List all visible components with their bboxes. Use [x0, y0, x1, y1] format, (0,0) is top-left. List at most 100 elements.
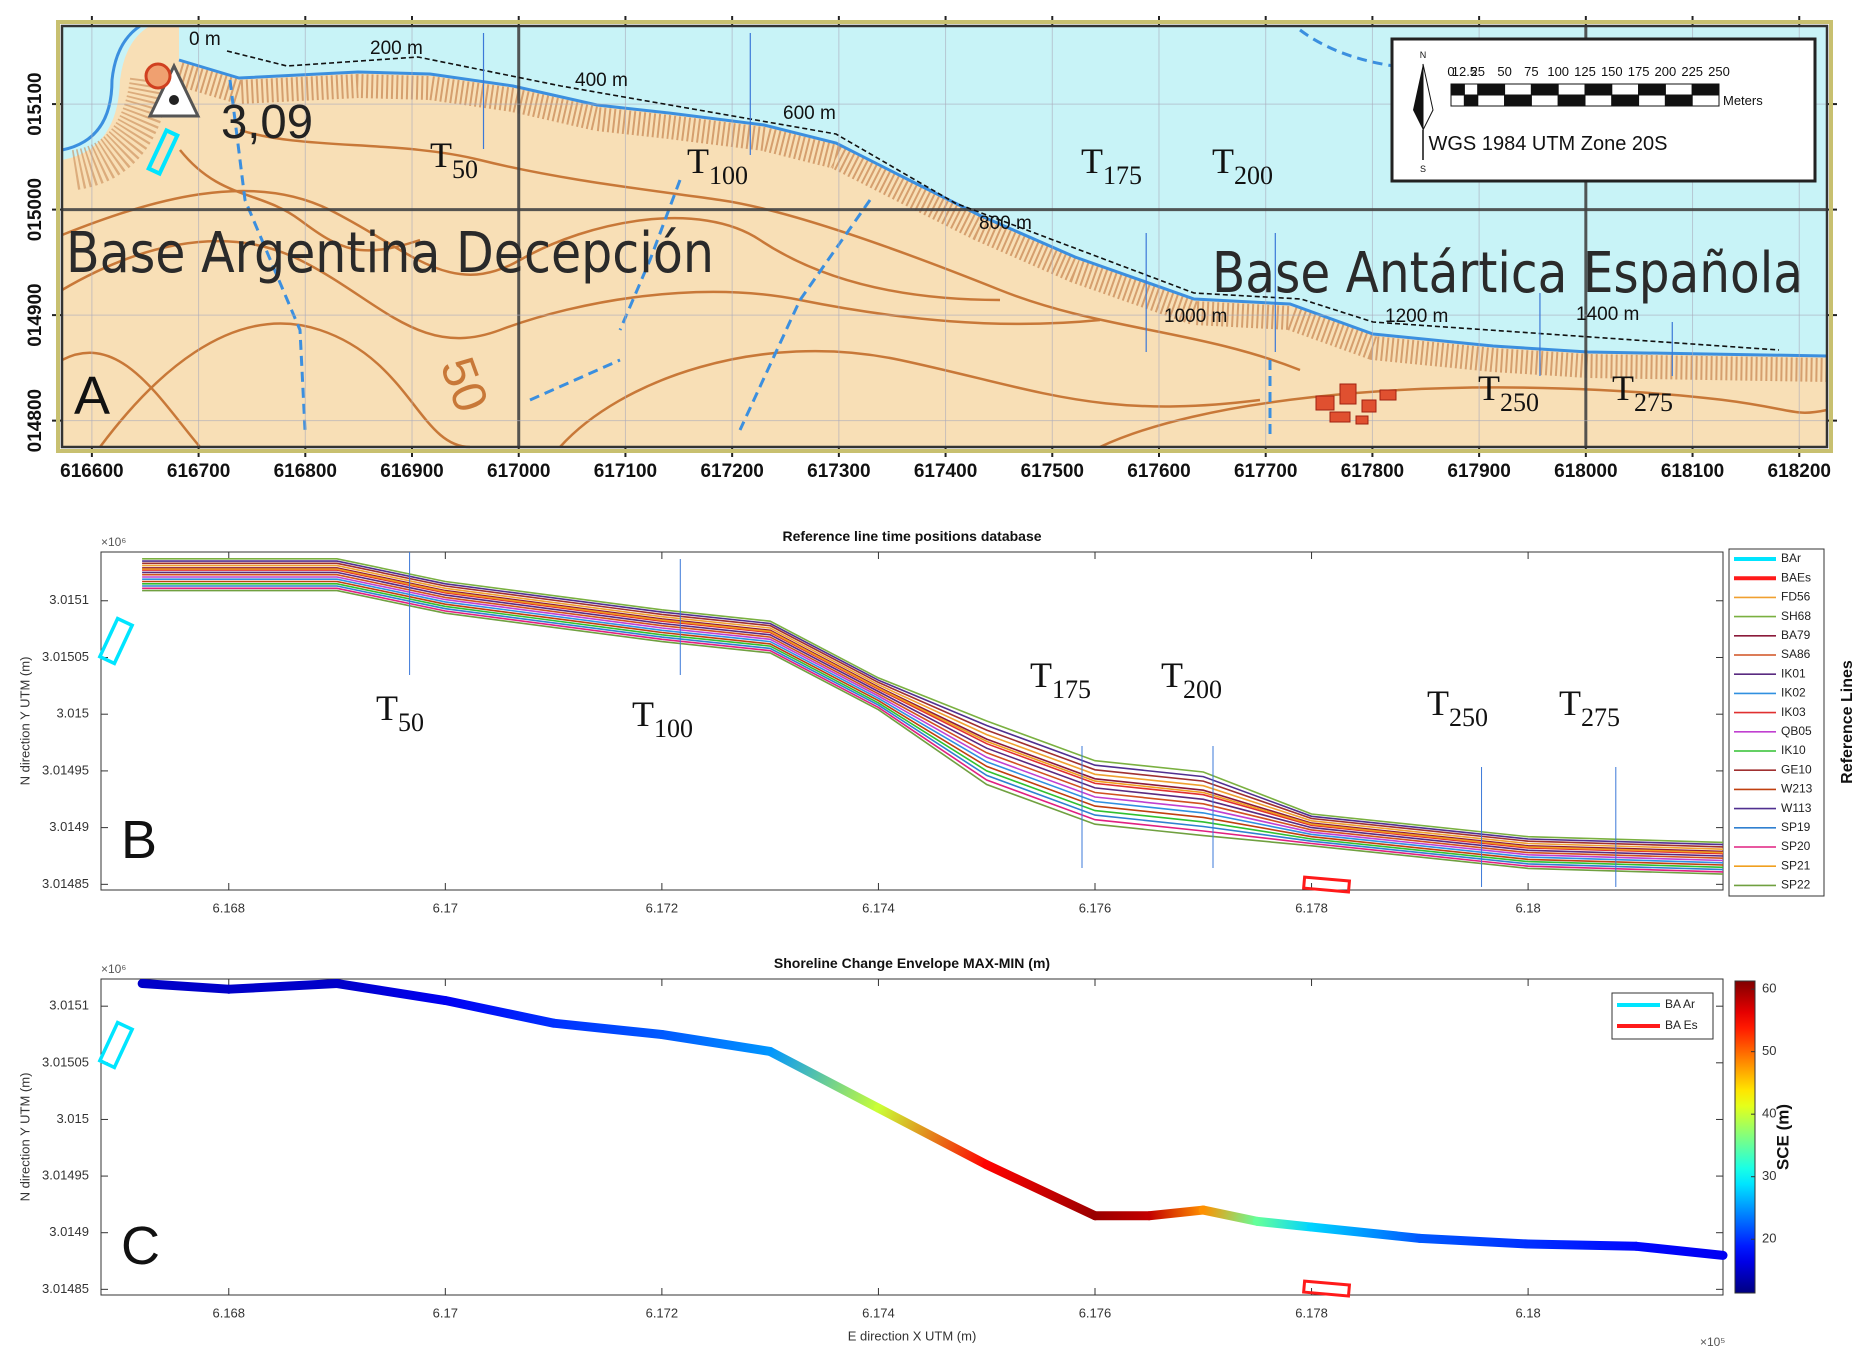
y-tick-label: 3.015	[56, 1111, 89, 1126]
legend-label: GE10	[1781, 762, 1812, 776]
transect-subscript: 100	[709, 161, 748, 190]
scalebar-segment	[1611, 94, 1640, 107]
scalebar-segment	[1504, 83, 1532, 96]
x-tick-label: 6.174	[862, 1305, 895, 1320]
panel-letter: C	[121, 1216, 160, 1276]
x-tick-label: 6.178	[1295, 900, 1328, 915]
series-line	[142, 589, 1724, 875]
x-tick-label: 6.17	[433, 1305, 458, 1320]
transect-letter: T	[1559, 683, 1581, 723]
y-tick-label: 3.0151	[49, 998, 89, 1013]
base-ar-marker	[146, 127, 180, 177]
scalebar-segment	[1584, 83, 1613, 96]
scalebar-segment	[1638, 94, 1666, 107]
legend-label: SA86	[1781, 647, 1811, 661]
x-tick-label: 617500	[1021, 461, 1084, 482]
series-line	[142, 587, 1724, 873]
scalebar-segment	[1504, 94, 1532, 107]
north-arrow-half	[1422, 63, 1434, 131]
building	[1355, 415, 1369, 425]
scalebar-label: 150	[1601, 64, 1623, 79]
x-tick-label: 616700	[167, 461, 230, 482]
scalebar-label: 225	[1681, 64, 1703, 79]
contour-line	[61, 351, 201, 448]
panel-letter: B	[121, 810, 157, 870]
y-tick-label: 014900	[25, 283, 46, 346]
sce-segment	[1523, 1239, 1641, 1251]
scalebar-segment	[1463, 83, 1479, 96]
legend-label: FD56	[1781, 590, 1811, 604]
y-multiplier: ×10⁶	[101, 962, 126, 976]
legend-label: IK10	[1781, 743, 1806, 757]
scalebar-segment	[1611, 83, 1640, 96]
y-tick-label: 3.015	[56, 706, 89, 721]
building	[1339, 383, 1357, 405]
beach-left	[71, 77, 170, 190]
transect-subscript: 175	[1052, 675, 1091, 704]
x-tick-label: 617800	[1341, 461, 1404, 482]
colorbar-tick-label: 60	[1762, 981, 1776, 996]
transect-letter: T	[632, 694, 654, 734]
series-line	[142, 576, 1724, 862]
x-tick-label: 616800	[274, 461, 337, 482]
x-tick-label: 6.168	[212, 900, 245, 915]
place-label: Base Antártica Española	[1212, 241, 1803, 306]
scalebar-label: 75	[1524, 64, 1538, 79]
scalebar-label: 250	[1708, 64, 1730, 79]
transect-subscript: 200	[1183, 675, 1222, 704]
transect-label: T50	[430, 135, 478, 184]
x-tick-label: 6.18	[1515, 1305, 1540, 1320]
transect-label: T50	[376, 688, 424, 737]
y-tick-label: 3.01505	[42, 1054, 89, 1069]
base-es-marker	[1302, 1279, 1352, 1298]
y-tick-label: 3.0149	[49, 819, 89, 834]
map-panel: 616600 616700 616800 616900 617000 617100 6172…	[25, 16, 1837, 482]
legend-label: SH68	[1781, 609, 1811, 623]
transect-subscript: 200	[1234, 161, 1273, 190]
scalebar-segment	[1530, 94, 1559, 107]
y-axis-label: N direction Y UTM (m)	[17, 657, 32, 786]
legend-label: BA Es	[1665, 1018, 1698, 1032]
sce-segment	[440, 996, 559, 1028]
transect-subscript: 100	[654, 714, 693, 743]
transect-letter: T	[1030, 655, 1052, 695]
y-tick-label: 015100	[25, 72, 46, 135]
colorbar-tick-label: 40	[1762, 1106, 1776, 1121]
legend-title: Reference Lines	[1839, 660, 1856, 784]
lagoon-shore	[61, 24, 141, 152]
scalebar-segment	[1477, 94, 1506, 107]
legend-label: SP19	[1781, 820, 1811, 834]
x-tick-label: 617200	[700, 461, 763, 482]
transect-label: T175	[1030, 655, 1091, 704]
x-tick-label: 617000	[487, 461, 550, 482]
north-label: N	[1420, 50, 1427, 60]
building	[1315, 395, 1335, 411]
stream	[738, 199, 872, 431]
survey-marker-top	[144, 62, 172, 90]
series-line	[142, 564, 1724, 850]
sce-segment	[224, 979, 342, 994]
transect-label: T200	[1161, 655, 1222, 704]
sce-segment	[1415, 1233, 1533, 1249]
transect-label: T100	[632, 694, 693, 743]
x-tick-label: 617700	[1234, 461, 1297, 482]
south-label: S	[1420, 164, 1426, 174]
stream	[618, 179, 682, 331]
scalebar-label: 175	[1628, 64, 1650, 79]
scalebar-segment	[1463, 94, 1479, 107]
distance-label: 1200 m	[1385, 306, 1448, 327]
transect-letter: T	[376, 688, 398, 728]
x-tick-label: 6.168	[212, 1305, 245, 1320]
sce-segment	[765, 1046, 883, 1113]
x-tick-label: 6.18	[1515, 900, 1540, 915]
distance-label: 0 m	[189, 29, 221, 50]
transect-letter: T	[1161, 655, 1183, 695]
legend-label: QB05	[1781, 724, 1812, 738]
legend-label: SP20	[1781, 839, 1811, 853]
distance-label: 600 m	[783, 103, 836, 124]
x-tick-label: 618200	[1768, 461, 1831, 482]
series-line	[142, 562, 1724, 848]
scalebar-segment	[1530, 83, 1559, 96]
land	[62, 26, 1827, 447]
